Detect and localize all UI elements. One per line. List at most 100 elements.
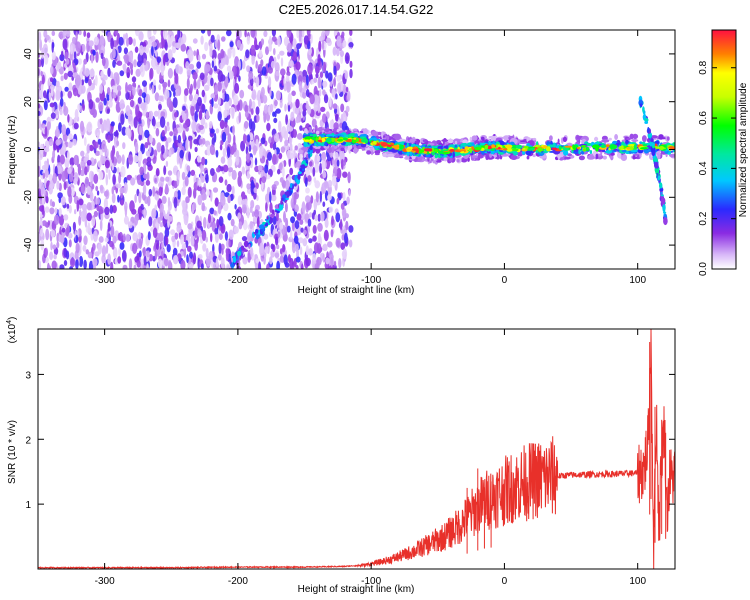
heatmap-cell bbox=[107, 67, 111, 78]
heatmap-cell bbox=[337, 82, 342, 94]
heatmap-cell bbox=[662, 204, 666, 212]
heatmap-cell bbox=[228, 239, 231, 248]
heatmap-cell bbox=[229, 41, 234, 48]
heatmap-cell bbox=[151, 208, 157, 219]
heatmap-cell bbox=[342, 111, 347, 124]
heatmap-cell bbox=[78, 215, 82, 226]
spectrogram-x-tick-label: -200 bbox=[228, 275, 248, 286]
heatmap-cell bbox=[136, 252, 140, 261]
heatmap-cell bbox=[193, 78, 197, 89]
heatmap-cell bbox=[248, 144, 252, 152]
spectrogram-x-tick-label: 100 bbox=[629, 275, 646, 286]
heatmap-cell bbox=[224, 231, 228, 241]
heatmap-cell bbox=[163, 54, 166, 66]
heatmap-cell bbox=[642, 144, 648, 147]
heatmap-cell bbox=[278, 120, 282, 132]
heatmap-cell bbox=[360, 142, 367, 148]
spectrogram-x-label: Height of straight line (km) bbox=[298, 285, 415, 296]
heatmap-cell bbox=[251, 89, 257, 101]
heatmap-cell bbox=[594, 136, 599, 142]
heatmap-cell bbox=[532, 154, 536, 158]
heatmap-cell bbox=[112, 174, 116, 185]
heatmap-cell bbox=[248, 244, 251, 249]
heatmap-cell bbox=[177, 134, 182, 144]
heatmap-cell bbox=[296, 43, 302, 50]
heatmap-cell bbox=[74, 109, 79, 120]
heatmap-cell bbox=[154, 92, 160, 102]
heatmap-cell bbox=[221, 36, 226, 42]
heatmap-cell bbox=[241, 60, 246, 70]
heatmap-cell bbox=[152, 58, 158, 70]
heatmap-cell bbox=[330, 137, 336, 142]
heatmap-cell bbox=[332, 46, 337, 56]
snr-x-tick-label: -100 bbox=[361, 576, 381, 587]
heatmap-cell bbox=[319, 89, 322, 97]
heatmap-cell bbox=[272, 142, 277, 151]
snr-y-axis: 123 bbox=[25, 370, 675, 511]
heatmap-cell bbox=[50, 241, 53, 251]
heatmap-cell bbox=[59, 54, 65, 62]
heatmap-cell bbox=[246, 134, 251, 143]
heatmap-cell bbox=[88, 78, 92, 87]
snr-x-tick-label: -200 bbox=[228, 576, 248, 587]
heatmap-cell bbox=[131, 76, 137, 83]
heatmap-cell bbox=[353, 128, 358, 131]
heatmap-cell bbox=[307, 149, 311, 153]
heatmap-cell bbox=[238, 111, 242, 124]
heatmap-cell bbox=[295, 256, 301, 263]
heatmap-cell bbox=[314, 142, 317, 147]
heatmap-cell bbox=[201, 138, 206, 145]
heatmap-cell bbox=[83, 208, 87, 219]
heatmap-cell bbox=[210, 189, 213, 202]
heatmap-cell bbox=[86, 121, 93, 133]
heatmap-cell bbox=[262, 221, 266, 225]
snr-x-axis: -300 -200 -100 0 100 bbox=[95, 329, 646, 587]
heatmap-cell bbox=[152, 186, 156, 197]
heatmap-cell bbox=[115, 183, 122, 189]
heatmap-cell bbox=[269, 142, 273, 149]
heatmap-cell bbox=[660, 194, 664, 197]
heatmap-cell bbox=[95, 185, 99, 192]
heatmap-cell bbox=[142, 173, 148, 179]
heatmap-cell bbox=[532, 137, 537, 141]
heatmap-cell bbox=[323, 94, 329, 104]
heatmap-cell bbox=[104, 206, 110, 216]
heatmap-cell bbox=[133, 215, 139, 226]
heatmap-cell bbox=[159, 202, 164, 213]
heatmap-cell bbox=[94, 75, 98, 86]
heatmap-cell bbox=[601, 139, 610, 143]
heatmap-cell bbox=[188, 50, 194, 62]
heatmap-cell bbox=[139, 65, 144, 73]
heatmap-cell bbox=[240, 245, 245, 251]
heatmap-cell bbox=[201, 53, 207, 60]
heatmap-cell bbox=[209, 207, 215, 215]
heatmap-cell bbox=[280, 146, 286, 153]
heatmap-cell bbox=[290, 111, 295, 122]
heatmap-cell bbox=[353, 147, 358, 154]
heatmap-cell bbox=[85, 249, 90, 255]
heatmap-cell bbox=[82, 245, 87, 252]
heatmap-cell bbox=[322, 80, 328, 88]
heatmap-cell bbox=[119, 242, 125, 250]
heatmap-cell bbox=[226, 146, 231, 159]
heatmap-cell bbox=[144, 129, 150, 139]
heatmap-cell bbox=[83, 235, 88, 246]
heatmap-cell bbox=[211, 97, 214, 108]
heatmap-cell bbox=[198, 178, 202, 187]
heatmap-cell bbox=[110, 121, 115, 127]
heatmap-cell bbox=[248, 70, 254, 80]
heatmap-cell bbox=[190, 105, 195, 117]
heatmap-cell bbox=[165, 183, 169, 195]
heatmap-cell bbox=[174, 42, 180, 49]
heatmap-cell bbox=[221, 88, 226, 95]
heatmap-cell bbox=[144, 142, 149, 149]
heatmap-cell bbox=[224, 179, 228, 186]
heatmap-cell bbox=[263, 30, 268, 37]
heatmap-cell bbox=[157, 217, 161, 224]
heatmap-cell bbox=[251, 55, 256, 62]
heatmap-cell bbox=[59, 97, 64, 107]
heatmap-cell bbox=[491, 144, 495, 149]
heatmap-cell bbox=[268, 216, 273, 224]
heatmap-cell bbox=[72, 221, 76, 232]
heatmap-cell bbox=[315, 65, 320, 74]
